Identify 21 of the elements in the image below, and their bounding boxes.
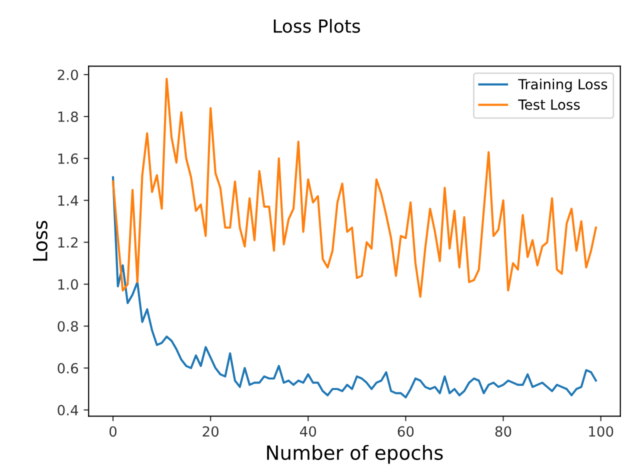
line-series [112, 176, 597, 398]
y-tick-label: 0.4 [58, 404, 78, 416]
y-tick-label: 0.6 [58, 363, 78, 374]
y-tick-label: 1.2 [58, 237, 78, 248]
x-tick-label: 60 [398, 426, 414, 437]
y-tick-label: 1.4 [58, 196, 78, 206]
x-tick-label: 40 [300, 426, 316, 437]
x-tick-label: 80 [495, 426, 512, 437]
x-axis-title: Number of epochs [267, 444, 443, 464]
x-tick-label: 100 [589, 426, 614, 437]
legend-label: Training Loss [518, 78, 608, 92]
y-tick-label: 0.8 [58, 321, 78, 332]
y-tick-label: 1.0 [58, 279, 78, 290]
y-tick-label: 1.6 [58, 153, 78, 164]
y-axis-title: Loss [33, 220, 48, 261]
y-tick-label: 2.0 [58, 70, 78, 80]
y-tick-label: 1.8 [58, 111, 78, 122]
x-tick-label: 20 [202, 426, 218, 437]
x-tick-label: 0 [110, 426, 117, 437]
legend-label: Test Loss [518, 100, 580, 110]
chart-title: Loss Plots [274, 18, 360, 33]
